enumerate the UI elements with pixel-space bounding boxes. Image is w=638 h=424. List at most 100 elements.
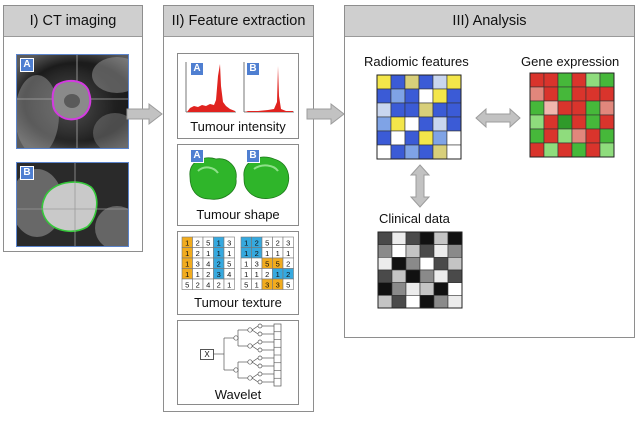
wavelet-branch <box>251 357 259 363</box>
clinical-cell <box>433 244 449 258</box>
radiomic-border <box>376 74 462 160</box>
ct-badge-b: B <box>20 166 34 180</box>
clinical-cell <box>447 269 463 283</box>
shape-badge-a: A <box>190 149 204 163</box>
gene-cell <box>585 114 601 130</box>
texture-right-cell-value: 1 <box>255 280 259 289</box>
gene-cell <box>599 142 615 158</box>
clinical-cell <box>377 244 393 258</box>
gene-cell <box>571 72 587 88</box>
radiomic-cell <box>390 130 406 146</box>
tumour-shape-caption: Tumour shape <box>196 207 280 222</box>
texture-left-cell <box>223 278 235 290</box>
gene-cell <box>599 128 615 144</box>
tumour-intensity-caption: Tumour intensity <box>190 119 286 134</box>
radiomic-cell <box>390 74 406 90</box>
texture-right-cell-value: 5 <box>244 280 248 289</box>
clinical-cell <box>405 231 421 245</box>
ct-image-a: A <box>16 54 129 149</box>
texture-right-cell-value: 1 <box>244 238 248 247</box>
gene-cell <box>557 72 573 88</box>
texture-right-cell-value: 1 <box>244 249 248 258</box>
wavelet-filter-node <box>257 323 263 329</box>
texture-right-cell-value: 3 <box>286 238 290 247</box>
double-arrow-radiomic-clinical <box>409 164 431 208</box>
wavelet-box: X Wavelet <box>177 320 299 405</box>
texture-left-cell-value: 1 <box>185 249 189 258</box>
texture-right-cell-value: 5 <box>286 280 290 289</box>
clinical-cell <box>391 244 407 258</box>
gene-cell <box>585 142 601 158</box>
radiomic-cell <box>432 144 448 160</box>
clinical-cell <box>377 269 393 283</box>
texture-right-cell-value: 2 <box>286 259 290 268</box>
texture-right-cell-value: 2 <box>286 270 290 279</box>
radiomic-cell <box>390 144 406 160</box>
gene-cell <box>585 128 601 144</box>
clinical-cell <box>405 257 421 271</box>
tumour-intensity-box: A B Tumour intensity <box>177 53 299 139</box>
texture-grids: 1 2 5 1 31 2 1 1 11 3 4 2 51 1 2 3 45 2 4 2 11 2 5 2 31 2 1 1 11 3 5 5 2… <box>181 236 294 290</box>
radiomic-cell <box>432 130 448 146</box>
analysis-panel: III) Analysis Radiomic features Gene exp… <box>344 5 635 338</box>
texture-left-cell-value: 1 <box>185 259 189 268</box>
clinical-cell <box>419 244 435 258</box>
wavelet-filter-node <box>257 331 263 337</box>
clinical-cell <box>433 231 449 245</box>
radiomic-cell <box>418 102 434 118</box>
texture-left-cell-value: 2 <box>196 238 200 247</box>
texture-left-cell-value: 4 <box>206 259 210 268</box>
texture-right-cell-value: 2 <box>276 238 280 247</box>
intensity-badge-b: B <box>246 62 260 76</box>
clinical-cell <box>419 295 435 309</box>
gene-cell <box>543 72 559 88</box>
texture-left-cell-value: 5 <box>206 238 210 247</box>
feature-extraction-panel: II) Feature extraction A B Tumour intens… <box>163 5 314 412</box>
wavelet-filter-node <box>257 379 263 385</box>
gene-cell <box>599 100 615 116</box>
radiomic-cell <box>446 74 462 90</box>
wavelet-filter-node <box>257 371 263 377</box>
arrow-ct-to-features <box>126 102 163 126</box>
wavelet-caption: Wavelet <box>214 387 262 402</box>
texture-right-cell-value: 2 <box>255 249 259 258</box>
texture-right-cell-value: 1 <box>286 249 290 258</box>
ct-image-b-overlay <box>17 163 128 246</box>
texture-left-cell-value: 1 <box>227 280 231 289</box>
wavelet-branch <box>251 345 259 351</box>
gene-cell <box>557 114 573 130</box>
radiomic-features-heatmap <box>376 74 462 160</box>
texture-right-cell-value: 1 <box>255 270 259 279</box>
wavelet-filter-node <box>257 347 263 353</box>
texture-left-cell-value: 4 <box>206 280 210 289</box>
radiomic-cell <box>432 88 448 104</box>
clinical-cell <box>447 244 463 258</box>
gene-cell <box>543 86 559 102</box>
tumour-shape-renders <box>189 156 290 200</box>
wavelet-filter-tree <box>214 323 282 387</box>
gene-cell <box>529 86 545 102</box>
tumour-shape-box: A B Tumour shape <box>177 144 299 226</box>
gene-expression-heatmap <box>529 72 615 158</box>
texture-left-cell-value: 3 <box>217 270 221 279</box>
radiomic-cell <box>418 116 434 132</box>
clinical-cell <box>433 269 449 283</box>
gene-cell <box>529 142 545 158</box>
texture-left-cell-value: 1 <box>217 249 221 258</box>
radiomic-cell <box>376 102 392 118</box>
wavelet-branch <box>251 361 259 367</box>
gene-cell <box>529 72 545 88</box>
radiomic-cell <box>418 88 434 104</box>
arrow-features-to-analysis <box>306 102 345 126</box>
intensity-badge-a: A <box>190 62 204 76</box>
texture-right-cell-value: 3 <box>255 259 259 268</box>
gene-cell <box>571 128 587 144</box>
texture-right-cell-value: 5 <box>276 259 280 268</box>
gene-cell <box>543 142 559 158</box>
gene-border <box>529 72 615 158</box>
texture-left-cell-value: 3 <box>196 259 200 268</box>
radiomic-cell <box>404 130 420 146</box>
radiomic-cell <box>404 102 420 118</box>
clinical-cell <box>419 282 435 296</box>
wavelet-filter-node <box>257 339 263 345</box>
